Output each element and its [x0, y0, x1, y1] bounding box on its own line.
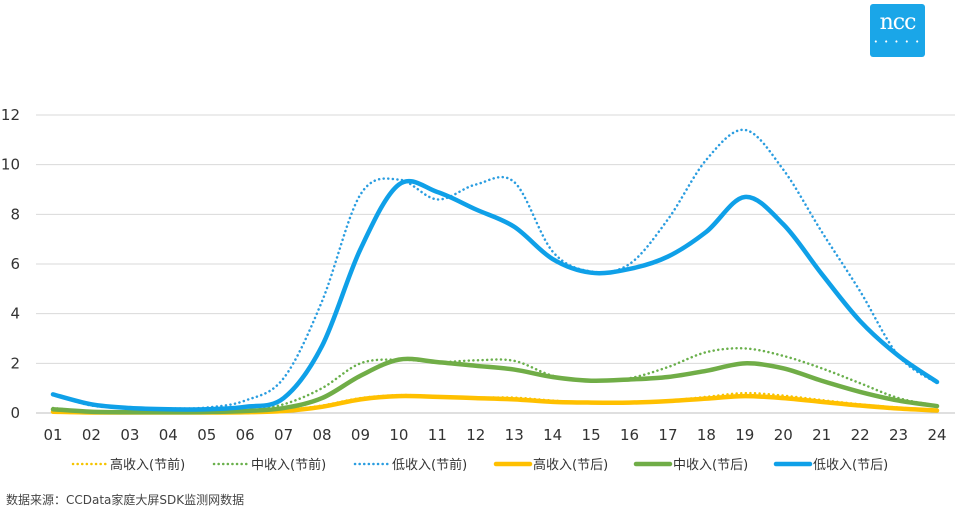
- y-tick-label: 10: [1, 156, 20, 174]
- legend-label: 中收入(节前): [251, 457, 326, 473]
- y-tick-label: 2: [10, 354, 20, 372]
- x-tick-label: 21: [812, 426, 831, 444]
- source-note: 数据来源：CCData家庭大屏SDK监测网数据: [6, 493, 245, 507]
- x-tick-label: 08: [312, 426, 331, 444]
- gridlines: [36, 114, 955, 414]
- y-tick-label: 0: [10, 404, 20, 422]
- logo-text: ncc: [879, 10, 917, 35]
- x-tick-label: 24: [927, 426, 946, 444]
- y-tick-label: 8: [10, 205, 20, 223]
- x-tick-label: 20: [774, 426, 793, 444]
- y-tick-label: 12: [1, 106, 20, 124]
- series-line-5: [50, 178, 940, 412]
- y-tick-label: 6: [10, 255, 20, 273]
- legend: 高收入(节前) 中收入(节前) 低收入(节前) 高收入(节后) 中收入(节后) 低收入(节…: [71, 457, 888, 473]
- x-tick-label: 18: [697, 426, 716, 444]
- series-lines: [50, 128, 940, 415]
- x-tick-label: 10: [389, 426, 408, 444]
- legend-label: 中收入(节后): [673, 458, 748, 473]
- x-tick-label: 04: [159, 426, 178, 444]
- x-tick-label: 09: [351, 426, 370, 444]
- legend-label: 低收入(节前): [392, 457, 467, 473]
- x-tick-label: 15: [582, 426, 601, 444]
- series-line-1: [51, 347, 939, 414]
- x-tick-label: 05: [197, 426, 216, 444]
- x-tick-label: 19: [735, 426, 754, 444]
- x-tick-label: 12: [466, 426, 485, 444]
- x-tick-label: 14: [543, 426, 562, 444]
- x-tick-label: 02: [82, 426, 101, 444]
- y-axis-ticks: 0 2 4 6 8 10 12: [1, 106, 20, 422]
- x-axis-ticks: 01 02 03 04 05 06 07 08 09 10 11 12 13 14 15 16 17 18 19 20…: [43, 426, 946, 444]
- x-tick-label: 06: [236, 426, 255, 444]
- x-tick-label: 13: [505, 426, 524, 444]
- x-tick-label: 22: [851, 426, 870, 444]
- x-tick-label: 11: [428, 426, 447, 444]
- legend-label: 高收入(节后): [533, 457, 608, 473]
- x-tick-label: 23: [889, 426, 908, 444]
- x-tick-label: 16: [620, 426, 639, 444]
- legend-label: 低收入(节后): [813, 458, 888, 473]
- series-line-0: [51, 391, 939, 414]
- logo-dots: • • • • •: [873, 38, 922, 46]
- x-tick-label: 01: [43, 426, 62, 444]
- ncc-logo: ncc • • • • •: [870, 4, 925, 57]
- x-tick-label: 07: [274, 426, 293, 444]
- x-tick-label: 17: [658, 426, 677, 444]
- x-tick-label: 03: [120, 426, 139, 444]
- legend-label: 高收入(节前): [110, 457, 185, 473]
- y-tick-label: 4: [10, 305, 20, 323]
- series-line-4: [50, 356, 940, 415]
